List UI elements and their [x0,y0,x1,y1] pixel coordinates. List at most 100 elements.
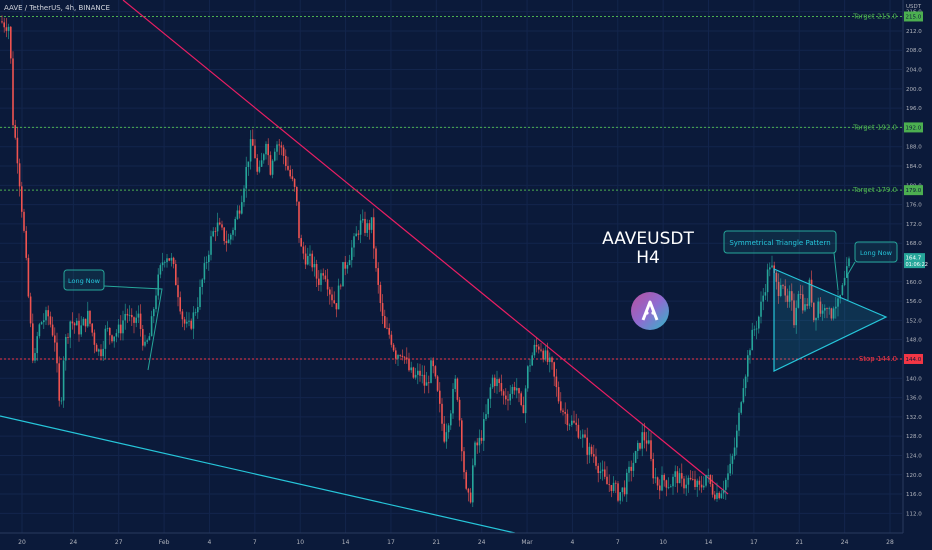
candle-body [560,401,562,411]
candle-body [230,234,232,240]
candle-body [249,139,252,162]
candle-body [628,466,630,473]
candle-body [263,154,265,161]
long-now-right-box [854,241,898,263]
price-axis-background [903,0,932,550]
candle-body [287,165,289,170]
candle-body [137,313,140,318]
y-tick-label: 124.0 [906,453,922,459]
x-tick-label: 4 [571,539,575,546]
x-tick-label: 7 [253,539,257,546]
candle-body [606,476,608,485]
candle-body [683,478,685,489]
candle-body [419,370,421,376]
candle-body [824,308,826,311]
candle-body [753,329,756,331]
candle-body [254,145,256,159]
candle-body [793,300,795,326]
candle-body [505,395,507,400]
candle-body [355,233,357,237]
candle-body [126,313,129,316]
candle-body [810,279,813,303]
level-tag-text: 192.0 [906,125,922,131]
candle-body [566,413,569,426]
candle-body [718,492,720,499]
candle-body [815,317,817,321]
candle-body [744,376,747,389]
long-now-left-text: Long Now [68,277,101,285]
candle-body [225,241,228,243]
candle-body [703,485,705,488]
candle-body [439,390,441,404]
candle-body [522,405,525,414]
candle-body [265,143,267,155]
candle-body [399,355,401,356]
candle-body [480,437,483,441]
candle-body [296,186,298,202]
candle-body [777,281,780,297]
candle-body [764,292,767,296]
long-now-left-pointer [103,285,163,371]
candle-body [645,440,648,444]
candle-body [100,349,102,357]
candle-body [168,258,170,261]
time-axis-background [0,533,932,550]
candle-body [18,163,21,187]
candle-body [511,387,514,394]
level-tag-text: 215.0 [906,14,922,20]
candle-body [120,324,122,334]
candle-body [491,377,494,388]
level-tag-bg [904,185,923,196]
candle-body [421,374,423,376]
candle-body [157,274,159,296]
candle-body [428,382,430,384]
candle-body [51,324,54,336]
candle-body [472,465,474,503]
candle-body [766,269,769,293]
candle-body [172,257,175,265]
candle-body [243,188,245,203]
candle-body [139,313,142,329]
candle-body [406,357,408,360]
candle-body [813,302,815,321]
candle-body [144,341,146,346]
candle-body [465,472,467,489]
candle-body [201,279,203,287]
candle-body [197,306,199,313]
y-tick-label: 204.0 [906,68,922,74]
candle-body [678,473,681,484]
candle-body [291,176,294,180]
y-tick-label: 112.0 [906,511,922,517]
level-tag-bg [904,11,923,22]
candle-body [258,166,261,172]
candle-body [164,262,166,263]
candle-body [775,273,778,282]
candle-body [483,419,485,441]
candle-body [199,286,201,307]
pattern-label-box [723,230,837,254]
x-tick-label: 24 [841,539,849,546]
candle-body [489,387,492,399]
y-tick-label: 136.0 [906,396,922,402]
y-tick-label: 184.0 [906,164,922,170]
candle-body [128,314,131,316]
long-now-right-text: Long Now [860,249,893,257]
candle-body [208,254,210,263]
candle-body [689,477,692,480]
candle-body [313,263,316,268]
x-tick-label: 17 [387,539,395,546]
x-tick-label: 24 [70,539,78,546]
candle-body [656,477,659,486]
candle-body [621,487,624,493]
candle-body [430,360,432,383]
candle-body [731,456,734,464]
candle-body [344,262,346,269]
candle-body [826,308,828,309]
candle-body [370,217,373,230]
candle-body [161,262,164,266]
y-tick-label: 172.0 [906,222,922,228]
candle-body [245,167,247,189]
candle-body [58,363,60,401]
candle-body [835,306,837,309]
x-tick-label: 4 [208,539,212,546]
